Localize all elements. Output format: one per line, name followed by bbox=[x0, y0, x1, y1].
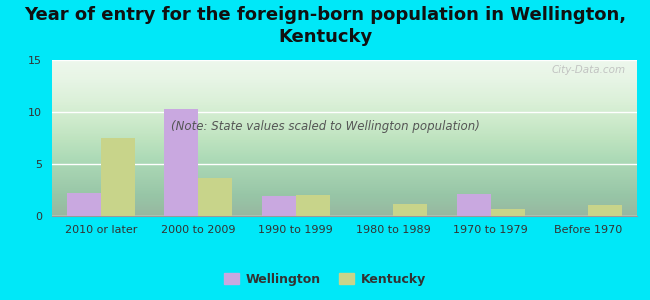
Bar bbox=[164, 109, 198, 216]
Bar bbox=[66, 193, 101, 216]
Bar bbox=[261, 196, 296, 216]
Bar bbox=[296, 195, 330, 216]
Text: (Note: State values scaled to Wellington population): (Note: State values scaled to Wellington… bbox=[170, 120, 480, 133]
Bar bbox=[491, 209, 525, 216]
Bar bbox=[588, 205, 623, 216]
Bar bbox=[457, 194, 491, 216]
Bar bbox=[101, 138, 135, 216]
Text: Year of entry for the foreign-born population in Wellington,
Kentucky: Year of entry for the foreign-born popul… bbox=[24, 6, 626, 46]
Legend: Wellington, Kentucky: Wellington, Kentucky bbox=[219, 268, 431, 291]
Bar bbox=[393, 203, 428, 216]
Bar bbox=[198, 178, 233, 216]
Text: City-Data.com: City-Data.com bbox=[551, 65, 625, 75]
